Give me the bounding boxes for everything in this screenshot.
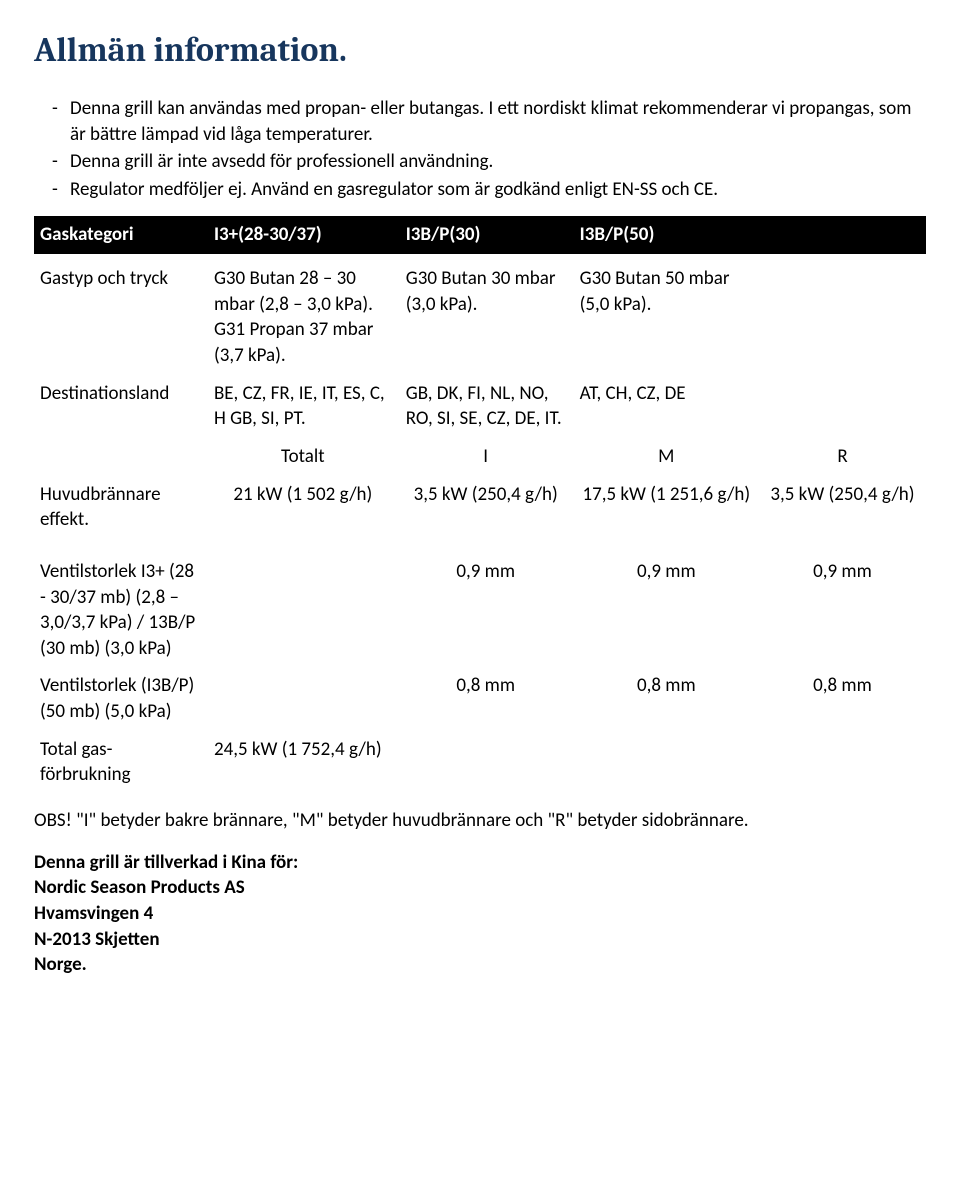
cell xyxy=(208,553,400,668)
table-row: Total gas-förbrukning 24,5 kW (1 752,4 g… xyxy=(34,731,926,794)
cell xyxy=(761,375,926,438)
row-label: Ventilstorlek (I3B/P) (50 mb) (5,0 kPa) xyxy=(34,667,208,730)
spec-table-body-1: Gastyp och tryck G30 Butan 28 – 30 mbar … xyxy=(34,260,926,539)
cell: I xyxy=(400,438,574,476)
row-label: Total gas-förbrukning xyxy=(34,731,208,794)
cell xyxy=(761,260,926,375)
cell xyxy=(574,731,761,794)
spec-table-body-2: Ventilstorlek I3+ (28 - 30/37 mb) (2,8 –… xyxy=(34,553,926,794)
row-label: Huvudbrännare effekt. xyxy=(34,476,208,539)
table-row: Destinationsland BE, CZ, FR, IE, IT, ES,… xyxy=(34,375,926,438)
cell xyxy=(208,667,400,730)
cell: 3,5 kW (250,4 g/h) xyxy=(761,476,926,539)
page-title: Allmän information. xyxy=(34,28,926,74)
cell: BE, CZ, FR, IE, IT, ES, C, H GB, SI, PT. xyxy=(208,375,400,438)
table-row: Ventilstorlek I3+ (28 - 30/37 mb) (2,8 –… xyxy=(34,553,926,668)
header-cell: I3B/P(30) xyxy=(400,216,574,254)
cell: AT, CH, CZ, DE xyxy=(574,375,761,438)
cell: 21 kW (1 502 g/h) xyxy=(208,476,400,539)
footnote: OBS! "I" betyder bakre brännare, "M" bet… xyxy=(34,808,926,834)
header-cell: I3B/P(50) xyxy=(574,216,761,254)
intro-list: Denna grill kan användas med propan- ell… xyxy=(34,96,926,203)
row-label: Destinationsland xyxy=(34,375,208,438)
intro-bullet: Regulator medföljer ej. Använd en gasreg… xyxy=(70,177,926,203)
cell: G30 Butan 50 mbar (5,0 kPa). xyxy=(574,260,761,375)
table-row: Gastyp och tryck G30 Butan 28 – 30 mbar … xyxy=(34,260,926,375)
section-row: Totalt I M R xyxy=(34,438,926,476)
cell: 0,9 mm xyxy=(400,553,574,668)
mfg-name: Nordic Season Products AS xyxy=(34,875,926,901)
cell xyxy=(761,731,926,794)
intro-bullet: Denna grill kan användas med propan- ell… xyxy=(70,96,926,147)
cell: G30 Butan 30 mbar (3,0 kPa). xyxy=(400,260,574,375)
cell xyxy=(34,438,208,476)
cell: 17,5 kW (1 251,6 g/h) xyxy=(574,476,761,539)
cell xyxy=(400,731,574,794)
cell: 3,5 kW (250,4 g/h) xyxy=(400,476,574,539)
header-cell: Gaskategori xyxy=(34,216,208,254)
mfg-intro: Denna grill är tillverkad i Kina för: xyxy=(34,850,926,876)
cell: 0,9 mm xyxy=(761,553,926,668)
mfg-addr2: N-2013 Skjetten xyxy=(34,927,926,953)
header-cell xyxy=(761,216,926,254)
cell: 0,9 mm xyxy=(574,553,761,668)
intro-bullet: Denna grill är inte avsedd för professio… xyxy=(70,149,926,175)
spec-table-header: Gaskategori I3+(28-30/37) I3B/P(30) I3B/… xyxy=(34,216,926,254)
table-row: Huvudbrännare effekt. 21 kW (1 502 g/h) … xyxy=(34,476,926,539)
cell: 0,8 mm xyxy=(574,667,761,730)
cell: M xyxy=(574,438,761,476)
row-label: Ventilstorlek I3+ (28 - 30/37 mb) (2,8 –… xyxy=(34,553,208,668)
manufacturer-block: Denna grill är tillverkad i Kina för: No… xyxy=(34,850,926,978)
header-row: Gaskategori I3+(28-30/37) I3B/P(30) I3B/… xyxy=(34,216,926,254)
cell: G30 Butan 28 – 30 mbar (2,8 – 3,0 kPa). … xyxy=(208,260,400,375)
header-cell: I3+(28-30/37) xyxy=(208,216,400,254)
mfg-addr1: Hvamsvingen 4 xyxy=(34,901,926,927)
row-label: Gastyp och tryck xyxy=(34,260,208,375)
cell: 24,5 kW (1 752,4 g/h) xyxy=(208,731,400,794)
cell: GB, DK, FI, NL, NO, RO, SI, SE, CZ, DE, … xyxy=(400,375,574,438)
mfg-country: Norge. xyxy=(34,952,926,978)
cell: Totalt xyxy=(208,438,400,476)
cell: R xyxy=(761,438,926,476)
table-row: Ventilstorlek (I3B/P) (50 mb) (5,0 kPa) … xyxy=(34,667,926,730)
cell: 0,8 mm xyxy=(761,667,926,730)
cell: 0,8 mm xyxy=(400,667,574,730)
